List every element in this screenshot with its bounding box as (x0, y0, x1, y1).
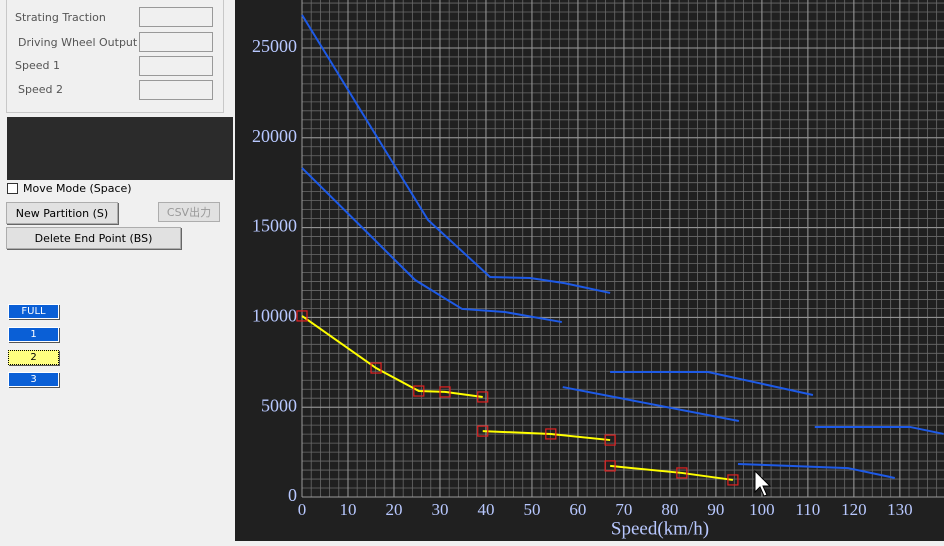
point-marker (439, 386, 451, 398)
x-tick-label: 10 (339, 500, 356, 519)
y-tick-label: 20000 (252, 126, 297, 146)
point-marker (296, 310, 308, 322)
mode-button[interactable]: 2 (8, 350, 59, 365)
field-label: Strating Traction (15, 11, 106, 24)
curve (562, 386, 740, 423)
curve (301, 315, 483, 398)
curve (610, 464, 734, 481)
x-tick-label: 0 (298, 500, 307, 519)
text-box[interactable] (139, 80, 213, 100)
text-box[interactable] (139, 7, 213, 27)
y-tick-label: 25000 (252, 36, 297, 56)
field-label: Speed 2 (18, 83, 63, 96)
x-tick-label: 80 (661, 500, 678, 519)
mode-button[interactable]: 1 (8, 327, 59, 342)
curve (482, 430, 611, 442)
x-tick-label: 120 (841, 500, 867, 519)
point-marker (604, 434, 616, 446)
chart: Speed(km/h) 0 5000 10000 15000 20000 25000 0 10… (235, 0, 944, 541)
x-axis-title: Speed(km/h) (611, 518, 709, 539)
point-marker (676, 467, 688, 479)
x-tick-label: 90 (707, 500, 724, 519)
x-tick-label: 20 (385, 500, 402, 519)
y-tick-label: 10000 (252, 306, 297, 326)
x-tick-label: 40 (477, 500, 494, 519)
new-partition-button[interactable]: New Partition (S) (6, 202, 118, 224)
point-marker (477, 391, 489, 403)
field-label: Speed 1 (15, 59, 60, 72)
display-box (7, 117, 233, 180)
point-marker (477, 425, 489, 437)
point-marker (413, 385, 425, 397)
curve (301, 167, 563, 324)
y-tick-label: 5000 (261, 395, 297, 415)
checkbox[interactable] (7, 183, 18, 194)
x-tick-label: 100 (749, 500, 775, 519)
field-label: Driving Wheel Output (18, 36, 138, 49)
mode-button[interactable]: FULL (8, 304, 59, 319)
mode-button[interactable]: 3 (8, 372, 59, 387)
x-tick-label: 60 (569, 500, 586, 519)
group-box (6, 0, 224, 113)
point-marker (370, 362, 382, 374)
y-tick-label: 0 (288, 485, 297, 505)
x-tick-label: 110 (795, 500, 820, 519)
x-tick-label: 50 (523, 500, 540, 519)
x-tick-label: 30 (431, 500, 448, 519)
csv-button[interactable]: CSV出力 (158, 202, 220, 222)
x-tick-label: 130 (887, 500, 913, 519)
curve (814, 425, 944, 435)
point-marker (604, 460, 616, 472)
text-box[interactable] (139, 56, 213, 76)
y-tick-label: 15000 (252, 216, 297, 236)
curve (301, 14, 611, 294)
delete-button[interactable]: Delete End Point (BS) (6, 227, 181, 249)
text-box[interactable] (139, 32, 213, 52)
point-marker (545, 428, 557, 440)
curve (610, 370, 814, 396)
curve (737, 462, 895, 479)
x-tick-label: 70 (615, 500, 632, 519)
checkbox-label: Move Mode (Space) (23, 182, 132, 195)
point-marker (727, 474, 739, 486)
cursor (754, 470, 772, 497)
